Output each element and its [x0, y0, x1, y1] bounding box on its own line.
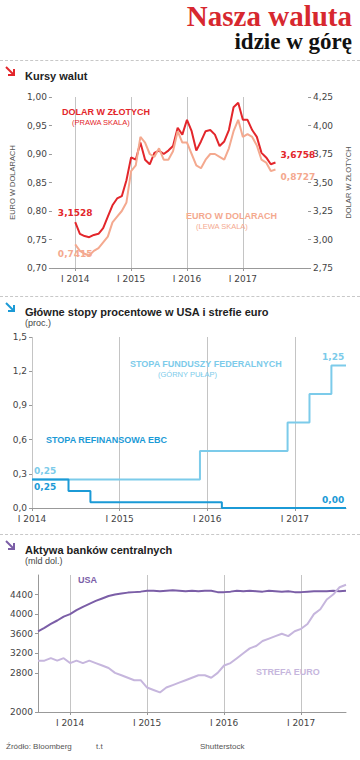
svg-text:0,9: 0,9 [13, 400, 28, 410]
svg-text:DOLAR W ZŁOTYCH: DOLAR W ZŁOTYCH [62, 107, 150, 117]
svg-text:I 2017: I 2017 [229, 274, 257, 284]
svg-text:I 2014: I 2014 [18, 514, 47, 524]
svg-text:4,25: 4,25 [313, 92, 333, 102]
svg-text:I 2016: I 2016 [210, 718, 239, 728]
svg-text:3600: 3600 [10, 629, 33, 639]
svg-text:Kursy walut: Kursy walut [25, 70, 88, 82]
svg-text:1,25: 1,25 [322, 352, 344, 362]
svg-text:0,0: 0,0 [13, 503, 28, 513]
svg-text:1,00: 1,00 [27, 92, 47, 102]
svg-text:(mld dol.): (mld dol.) [25, 556, 63, 566]
html-text:idzie w górę: idzie w górę [234, 29, 352, 54]
svg-text:0,25: 0,25 [34, 482, 56, 492]
html-text:Źródło: Bloomberg: Źródło: Bloomberg [6, 742, 72, 751]
svg-text:3,00: 3,00 [313, 235, 333, 245]
svg-text:USA: USA [78, 575, 98, 585]
svg-text:STREFA EURO: STREFA EURO [256, 667, 320, 677]
svg-text:Główne stopy procentowe w USA: Główne stopy procentowe w USA i strefie … [25, 306, 269, 318]
svg-text:4400: 4400 [10, 590, 33, 600]
html-text:t.t: t.t [96, 742, 103, 751]
svg-text:0,7415: 0,7415 [58, 249, 93, 259]
svg-text:0,75: 0,75 [27, 235, 47, 245]
svg-text:0,6: 0,6 [13, 435, 28, 445]
svg-text:3,50: 3,50 [313, 178, 333, 188]
svg-text:0,70: 0,70 [27, 263, 47, 273]
svg-text:2,75: 2,75 [313, 263, 333, 273]
svg-text:2000: 2000 [10, 707, 33, 717]
svg-text:3,6758: 3,6758 [280, 150, 315, 160]
svg-text:0,95: 0,95 [27, 121, 47, 131]
svg-text:I 2017: I 2017 [287, 718, 315, 728]
svg-text:STOPA FUNDUSZY FEDERALNYCH: STOPA FUNDUSZY FEDERALNYCH [130, 359, 282, 369]
svg-text:4000: 4000 [10, 609, 33, 619]
svg-text:0,8727: 0,8727 [280, 172, 315, 182]
svg-text:3,75: 3,75 [313, 149, 333, 159]
svg-text:DOLAR W ZŁOTYCH: DOLAR W ZŁOTYCH [344, 146, 353, 218]
svg-text:1,2: 1,2 [13, 366, 27, 376]
svg-text:STOPA REFINANSOWA EBC: STOPA REFINANSOWA EBC [46, 435, 168, 445]
svg-text:I 2014: I 2014 [56, 718, 85, 728]
svg-text:0,00: 0,00 [322, 495, 344, 505]
svg-text:I 2014: I 2014 [61, 274, 90, 284]
svg-text:EURO W DOLARACH: EURO W DOLARACH [186, 211, 277, 221]
svg-text:0,3: 0,3 [13, 469, 27, 479]
svg-text:2800: 2800 [10, 668, 33, 678]
svg-text:3,1528: 3,1528 [58, 208, 93, 218]
svg-text:3200: 3200 [10, 648, 33, 658]
svg-text:I 2016: I 2016 [193, 514, 222, 524]
svg-text:4,00: 4,00 [313, 121, 333, 131]
svg-text:(LEWA SKALA): (LEWA SKALA) [196, 222, 248, 231]
html-text:Shutterstock: Shutterstock [200, 742, 245, 751]
svg-text:3,25: 3,25 [313, 206, 333, 216]
svg-text:Aktywa banków centralnych: Aktywa banków centralnych [25, 544, 173, 556]
svg-text:(proc.): (proc.) [25, 318, 51, 328]
svg-text:I 2016: I 2016 [173, 274, 202, 284]
svg-text:1,5: 1,5 [13, 332, 27, 342]
svg-text:0,90: 0,90 [27, 149, 47, 159]
svg-text:0,85: 0,85 [27, 178, 47, 188]
svg-text:I 2015: I 2015 [133, 718, 161, 728]
svg-text:I 2015: I 2015 [117, 274, 145, 284]
svg-text:(GÓRNY PUŁAP): (GÓRNY PUŁAP) [158, 370, 218, 379]
svg-text:I 2017: I 2017 [281, 514, 309, 524]
svg-text:0,25: 0,25 [34, 466, 56, 476]
svg-text:EURO W DOLARACH: EURO W DOLARACH [8, 145, 17, 220]
svg-text:0,80: 0,80 [27, 206, 47, 216]
svg-text:I 2015: I 2015 [105, 514, 133, 524]
html-text:Nasza waluta: Nasza waluta [186, 0, 352, 32]
svg-text:(PRAWA SKALA): (PRAWA SKALA) [72, 118, 130, 127]
